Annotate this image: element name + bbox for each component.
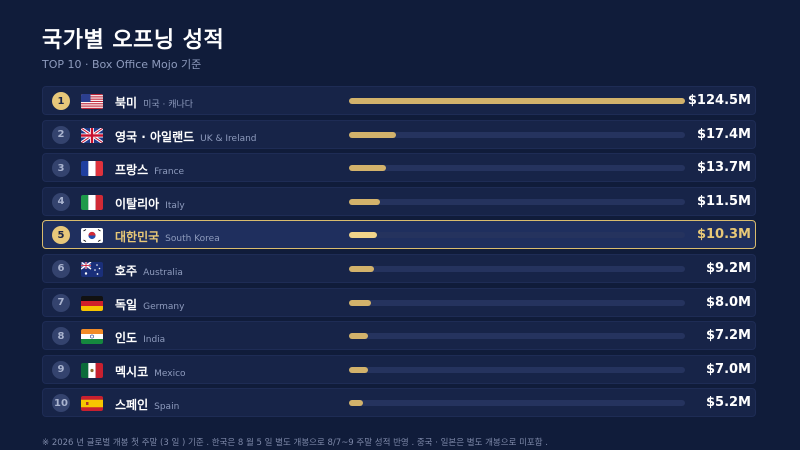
bar-track — [349, 165, 685, 172]
page-subtitle: TOP 10 · Box Office Mojo 기준 — [42, 58, 202, 71]
country-name: 북미 미국 · 캐나다 — [115, 94, 193, 111]
bar-track — [349, 98, 685, 104]
table-row: 1 북미 미국 · 캐나다 $124.5M — [42, 86, 756, 115]
country-label: 인도 — [115, 331, 138, 346]
country-english-label: Italy — [165, 200, 185, 211]
bar — [349, 165, 386, 172]
table-row: 9 멕시코 Mexico $7.0M — [42, 354, 756, 384]
country-label: 프랑스 — [115, 163, 149, 178]
spain-flag-icon — [81, 396, 103, 412]
table-row: 5 대한민국 South Korea $10.3M — [42, 220, 756, 250]
rank-badge: 6 — [52, 259, 70, 278]
country-english-label: UK & Ireland — [200, 133, 257, 144]
table-row: 8 인도 India $7.2M — [42, 321, 756, 351]
bar-track — [349, 232, 685, 239]
country-label: 대한민국 — [115, 230, 160, 245]
country-label: 독일 — [115, 297, 138, 312]
country-label: 멕시코 — [115, 364, 149, 379]
table-row: 10 스페인 Spain $5.2M — [42, 388, 756, 418]
country-name: 이탈리아 Italy — [115, 195, 185, 212]
bar — [349, 265, 374, 272]
us-flag-icon — [81, 94, 103, 109]
country-label: 이탈리아 — [115, 196, 160, 211]
table-row: 6 호주 Australia $9.2M — [42, 253, 756, 283]
value-label: $13.7M — [696, 160, 751, 176]
country-english-label: India — [143, 335, 166, 346]
rank-badge: 1 — [52, 92, 70, 110]
bar — [349, 131, 396, 138]
value-label: $124.5M — [687, 93, 751, 108]
country-name: 멕시코 Mexico — [115, 363, 186, 380]
value-label: $7.0M — [705, 361, 751, 377]
value-label: $17.4M — [696, 126, 751, 142]
table-row: 7 독일 Germany $8.0M — [42, 287, 756, 317]
bar-track — [349, 366, 685, 373]
country-name: 영국 · 아일랜드 UK & Ireland — [115, 128, 257, 145]
bar-track — [349, 400, 685, 407]
bar — [349, 232, 377, 239]
ranking-chart: 1 북미 미국 · 캐나다 $124.5M 2 영국 · 아일랜드 UK & Ireland… — [42, 86, 756, 422]
bar — [349, 299, 371, 306]
footnote: ※ 2026 년 글로벌 개봉 첫 주말 (3 일 ) 기준 . 한국은 8 월… — [42, 438, 548, 448]
country-name: 대한민국 South Korea — [115, 228, 220, 245]
country-english-label: Spain — [154, 402, 180, 413]
rank-badge: 3 — [52, 159, 70, 178]
value-label: $8.0M — [705, 294, 751, 310]
country-name: 인도 India — [115, 329, 165, 346]
value-label: $10.3M — [696, 227, 751, 243]
india-flag-icon — [81, 329, 103, 345]
country-label: 영국 · 아일랜드 — [115, 129, 195, 144]
germany-flag-icon — [81, 295, 103, 311]
korea-flag-icon — [81, 228, 103, 244]
table-row: 3 프랑스 France $13.7M — [42, 153, 756, 183]
table-row: 4 이탈리아 Italy $11.5M — [42, 186, 756, 216]
rank-badge: 9 — [52, 360, 70, 379]
country-english-label: Mexico — [154, 368, 186, 379]
country-english-label: Australia — [143, 267, 183, 278]
table-row: 2 영국 · 아일랜드 UK & Ireland $17.4M — [42, 119, 756, 149]
country-name: 프랑스 France — [115, 161, 184, 178]
rank-badge: 5 — [52, 226, 70, 245]
france-flag-icon — [81, 161, 103, 177]
bar — [349, 198, 381, 205]
country-name: 스페인 Spain — [115, 396, 179, 413]
value-label: $7.2M — [705, 328, 751, 344]
bar — [349, 333, 369, 340]
country-name: 호주 Australia — [115, 262, 183, 279]
rank-badge: 7 — [52, 293, 70, 312]
country-label: 호주 — [115, 263, 138, 278]
bar-track — [349, 333, 685, 340]
italy-flag-icon — [81, 194, 103, 210]
country-label: 스페인 — [115, 398, 149, 413]
value-label: $11.5M — [696, 193, 751, 209]
mexico-flag-icon — [81, 362, 103, 378]
page-title: 국가별 오프닝 성적 — [42, 28, 225, 53]
bar-track — [349, 265, 685, 272]
country-label: 북미 — [115, 96, 138, 110]
country-english-label: France — [154, 167, 185, 178]
rank-badge: 2 — [52, 125, 70, 144]
value-label: $9.2M — [705, 260, 751, 276]
country-english-label: 미국 · 캐나다 — [143, 100, 194, 110]
bar — [349, 366, 368, 373]
bar-track — [349, 299, 685, 306]
uk-flag-icon — [81, 127, 103, 143]
rank-badge: 4 — [52, 192, 70, 211]
bar — [349, 98, 685, 104]
australia-flag-icon — [81, 261, 103, 277]
bar-track — [349, 131, 685, 138]
country-english-label: South Korea — [165, 234, 220, 245]
country-english-label: Germany — [143, 301, 185, 312]
value-label: $5.2M — [705, 395, 751, 411]
rank-badge: 10 — [52, 394, 70, 413]
bar — [349, 400, 364, 407]
rank-badge: 8 — [52, 327, 70, 346]
bar-track — [349, 198, 685, 205]
country-name: 독일 Germany — [115, 296, 184, 313]
